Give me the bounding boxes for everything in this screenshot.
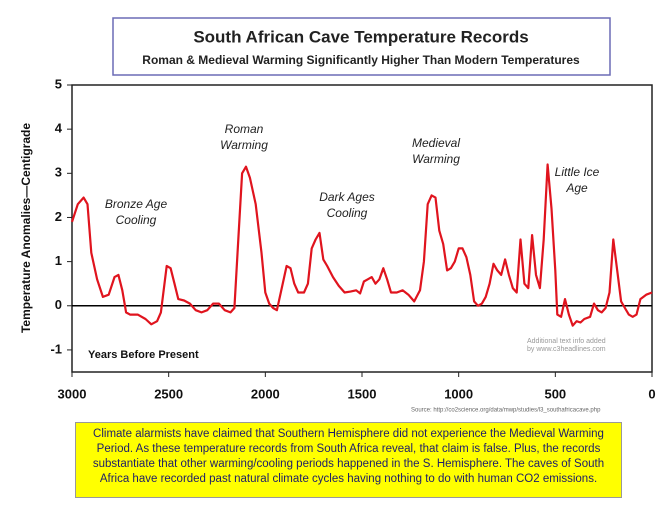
plot-frame [71, 84, 653, 373]
chart-title: South African Cave Temperature Records [193, 27, 528, 46]
annotation: Warming [220, 138, 268, 152]
y-tick-label: 0 [55, 297, 62, 312]
caption: Climate alarmists have claimed that Sout… [75, 422, 622, 498]
y-tick-label: 4 [55, 121, 63, 136]
chart-subtitle: Roman & Medieval Warming Significantly H… [142, 53, 580, 67]
y-tick-label: 1 [55, 253, 62, 268]
x-tick-label: 500 [544, 386, 566, 401]
title-box [112, 17, 611, 76]
annotation: Dark Ages [319, 190, 375, 204]
x-tick-label: 1500 [348, 386, 377, 401]
y-tick-label: 5 [55, 76, 62, 91]
annotation: Warming [412, 152, 460, 166]
annotation: Cooling [116, 213, 157, 227]
source: Source: http://co2science.org/data/mwp/s… [411, 408, 601, 414]
y-tick-label: 3 [55, 165, 62, 180]
y-axis-label: Temperature Anomalies—Centigrade [19, 123, 33, 333]
x-tick-label: 3000 [58, 386, 87, 401]
annotation: Age [565, 181, 588, 195]
annotation: Little Ice [555, 165, 600, 179]
x-axis-label: Years Before Present [88, 349, 199, 361]
annotation: Medieval [412, 136, 460, 150]
x-tick-label: 2500 [154, 386, 183, 401]
annotation: Roman [225, 122, 264, 136]
watermark: by www.c3headlines.com [527, 346, 606, 353]
watermark: Additional text info added [527, 338, 606, 345]
x-tick-label: 1000 [444, 386, 473, 401]
x-tick-label: 2000 [251, 386, 280, 401]
y-tick-label: -1 [50, 341, 62, 356]
data-line [70, 163, 653, 327]
annotation: Cooling [327, 206, 368, 220]
y-tick-label: 2 [55, 209, 62, 224]
annotation: Bronze Age [105, 197, 168, 211]
x-tick-label: 0 [648, 386, 655, 401]
